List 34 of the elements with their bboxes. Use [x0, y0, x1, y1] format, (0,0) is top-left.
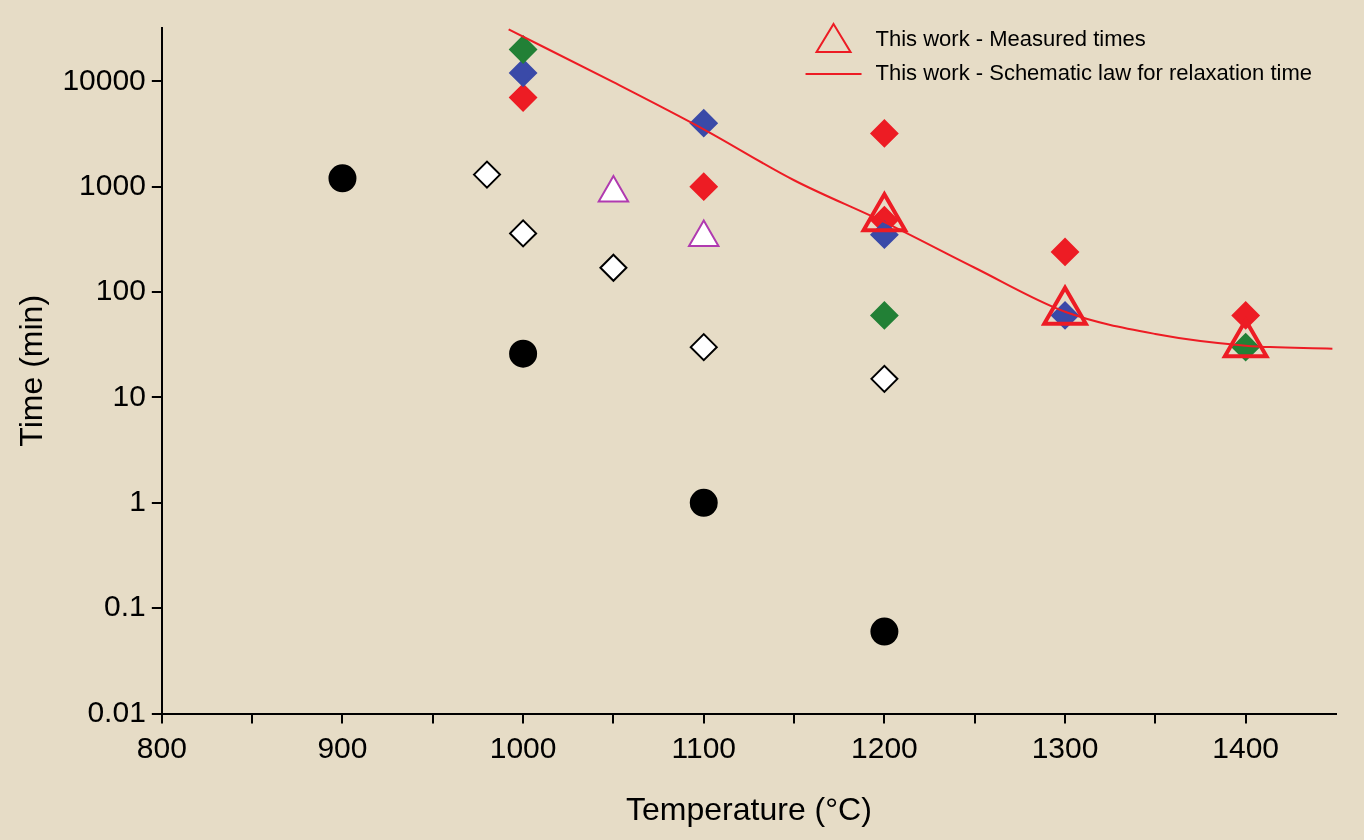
point	[509, 35, 538, 64]
point	[689, 333, 718, 362]
point	[870, 617, 899, 646]
point	[689, 172, 718, 201]
point	[1051, 237, 1080, 266]
x-tick-label: 1100	[671, 730, 737, 764]
x-tick-label: 1000	[489, 730, 557, 764]
point	[328, 164, 357, 193]
point	[689, 488, 718, 517]
x-tick-label: 1200	[851, 730, 918, 764]
y-tick-label: 10000	[62, 62, 146, 96]
point	[870, 119, 899, 148]
point	[509, 83, 538, 112]
y-tick-label: 0.01	[87, 694, 146, 728]
y-tick-label: 10	[112, 378, 146, 412]
point	[509, 219, 538, 248]
x-tick-label: 1400	[1212, 730, 1280, 764]
y-tick-label: 0.1	[104, 589, 146, 623]
y-tick-label: 1000	[79, 167, 146, 201]
y-tick-label: 100	[95, 273, 146, 307]
point	[870, 364, 899, 393]
legend-label: This work - Schematic law for relaxation time	[875, 60, 1312, 86]
y-tick-label: 1	[129, 484, 146, 518]
point	[870, 301, 899, 330]
y-axis-title: Time (min)	[13, 294, 50, 447]
x-tick-label: 800	[136, 730, 187, 764]
x-axis-title: Temperature (°C)	[626, 790, 872, 827]
legend-label: This work - Measured times	[875, 26, 1146, 52]
point	[509, 58, 538, 87]
point	[472, 160, 501, 189]
x-tick-label: 900	[317, 730, 368, 764]
point	[599, 253, 628, 282]
x-tick-label: 1300	[1031, 730, 1099, 764]
point	[509, 339, 538, 368]
